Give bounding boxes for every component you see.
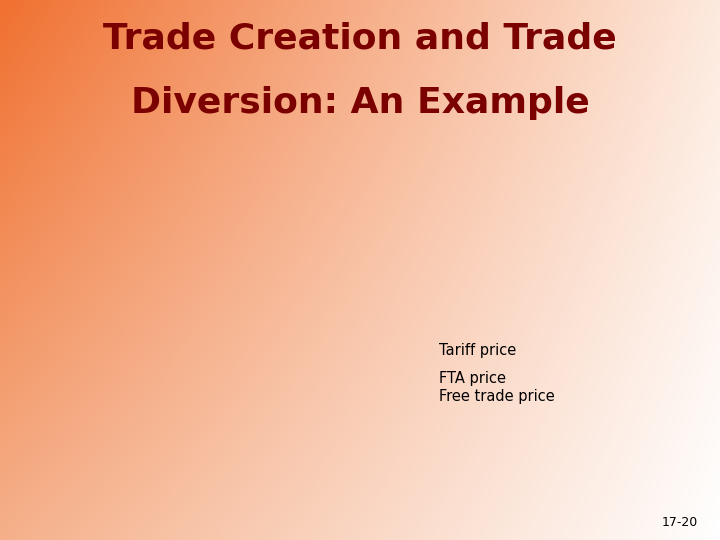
Text: FTA price: FTA price: [438, 370, 505, 386]
Text: Trade Creation and Trade: Trade Creation and Trade: [103, 22, 617, 56]
Text: Free trade price: Free trade price: [438, 388, 554, 403]
Text: $1.50: $1.50: [19, 343, 61, 359]
Text: $1.00: $1.00: [19, 388, 61, 403]
Text: P: P: [48, 212, 59, 230]
Text: D: D: [438, 471, 451, 489]
Text: 160: 160: [268, 498, 295, 514]
Text: $1.20: $1.20: [19, 370, 61, 386]
Text: Tariff price: Tariff price: [438, 343, 516, 359]
Text: S: S: [483, 234, 493, 252]
Text: Diversion: An Example: Diversion: An Example: [130, 86, 590, 120]
Text: With FTA, PS falls.: With FTA, PS falls.: [274, 262, 451, 346]
Text: 17-20: 17-20: [662, 516, 698, 529]
Text: 200: 200: [320, 498, 348, 514]
Polygon shape: [265, 351, 307, 378]
Text: Q: Q: [490, 501, 505, 519]
